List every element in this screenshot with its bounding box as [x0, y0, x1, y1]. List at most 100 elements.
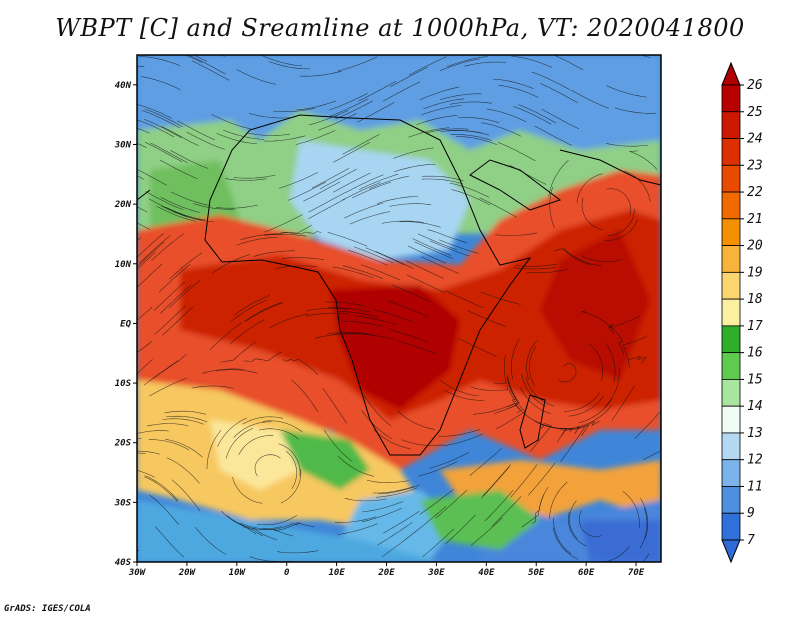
streamline — [245, 302, 284, 322]
streamline — [333, 172, 371, 193]
streamline — [531, 71, 570, 91]
streamline — [356, 315, 398, 326]
streamline — [342, 320, 385, 327]
streamline — [393, 147, 434, 159]
streamline — [269, 313, 309, 329]
streamline — [642, 553, 650, 562]
streamline — [150, 142, 188, 163]
streamline — [484, 489, 514, 522]
streamline — [149, 377, 188, 397]
streamline — [258, 428, 299, 440]
streamline — [358, 81, 397, 102]
streamline — [144, 476, 178, 502]
colorbar-top-cap — [721, 61, 741, 86]
streamline — [233, 295, 270, 316]
streamline — [373, 309, 414, 323]
streamline — [427, 229, 468, 244]
streamline — [165, 415, 208, 423]
streamline — [137, 340, 153, 353]
streamline — [165, 206, 206, 221]
streamline — [319, 168, 357, 190]
streamline — [143, 360, 179, 386]
streamline — [568, 395, 604, 417]
lat-label: EQ — [120, 319, 131, 329]
streamline — [334, 333, 377, 336]
streamline — [226, 515, 264, 537]
streamline — [381, 531, 416, 558]
colorbar-swatch — [721, 138, 741, 166]
streamline — [137, 143, 147, 148]
streamline — [137, 251, 156, 270]
streamline — [606, 188, 631, 216]
streamline — [308, 192, 346, 213]
streamline — [287, 181, 326, 201]
streamline — [534, 125, 573, 146]
streamline — [449, 182, 490, 198]
streamline — [335, 516, 377, 523]
lat-label: 30S — [114, 498, 132, 508]
streamline — [389, 203, 432, 207]
streamline — [520, 386, 552, 415]
streamline — [309, 110, 349, 126]
coastlines — [137, 114, 661, 456]
streamline — [576, 173, 603, 204]
streamline — [588, 343, 603, 382]
streamline — [240, 233, 282, 241]
lat-label: 20S — [114, 439, 132, 449]
streamline — [281, 257, 324, 260]
streamline — [148, 198, 188, 217]
colorbar-swatch — [721, 512, 741, 541]
streamline — [329, 93, 368, 111]
streamline — [527, 462, 556, 496]
streamline — [354, 246, 394, 264]
streamline — [541, 109, 580, 130]
colorbar-swatch — [721, 432, 741, 461]
streamline — [154, 281, 186, 311]
streamline — [627, 355, 647, 369]
streamline — [376, 487, 417, 498]
streamline — [332, 266, 374, 278]
lat-label: 40S — [115, 558, 132, 568]
streamline — [230, 299, 268, 322]
streamline — [156, 206, 197, 222]
streamline — [337, 523, 378, 535]
streamline — [486, 108, 527, 123]
streamline — [187, 55, 226, 75]
colorbar-swatch — [721, 486, 741, 514]
streamline — [165, 438, 203, 458]
streamline — [417, 233, 457, 251]
streamline — [248, 132, 291, 136]
lon-label: 0 — [284, 568, 290, 578]
streamline — [366, 479, 409, 483]
streamline — [420, 256, 460, 275]
streamline — [498, 84, 539, 98]
streamline — [305, 312, 348, 317]
streamline — [285, 450, 298, 489]
streamline — [342, 134, 380, 155]
streamline — [640, 498, 648, 539]
streamline — [388, 300, 428, 317]
streamline — [451, 189, 491, 206]
streamline — [318, 113, 357, 131]
streamline — [141, 110, 180, 129]
streamline — [604, 368, 620, 408]
streamline — [327, 307, 370, 312]
streamline — [372, 486, 415, 494]
streamline — [515, 263, 558, 267]
streamline — [373, 429, 411, 450]
streamline — [554, 248, 592, 266]
streamline — [256, 514, 298, 526]
streamline — [162, 306, 194, 336]
streamline — [158, 263, 191, 293]
lat-label: 10N — [115, 260, 132, 270]
streamline — [639, 507, 648, 549]
streamline — [414, 241, 454, 259]
streamline — [344, 498, 387, 502]
streamline — [525, 377, 555, 407]
streamline — [215, 204, 258, 209]
lon-label: 40E — [478, 568, 495, 578]
streamline — [225, 178, 267, 181]
streamline — [405, 260, 445, 279]
streamline — [420, 105, 462, 116]
